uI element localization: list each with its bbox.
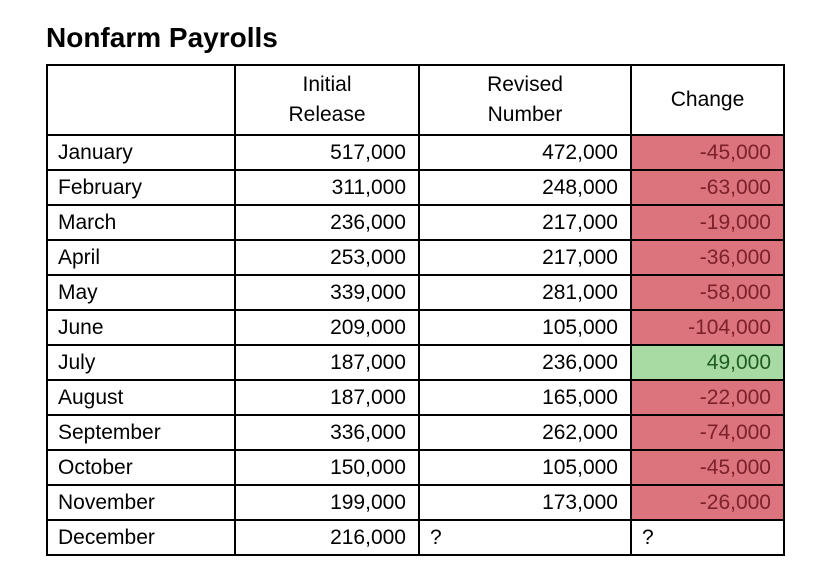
month-cell: March [46,204,236,241]
page-title: Nonfarm Payrolls [46,22,278,53]
initial-cell: 253,000 [234,239,420,276]
table-row: May 339,000 281,000 -58,000 [46,274,785,311]
change-cell: -58,000 [630,274,785,311]
initial-cell: 150,000 [234,449,420,486]
table-row: March 236,000 217,000 -19,000 [46,204,785,241]
initial-cell: 187,000 [234,379,420,416]
revised-cell: 105,000 [418,309,632,346]
change-cell: -36,000 [630,239,785,276]
table-row: October 150,000 105,000 -45,000 [46,449,785,486]
revised-cell: 262,000 [418,414,632,451]
initial-cell: 336,000 [234,414,420,451]
revised-cell: 217,000 [418,204,632,241]
header-revised-number: Revised Number [418,64,632,136]
revised-cell: 472,000 [418,134,632,171]
revised-cell: 281,000 [418,274,632,311]
month-cell: August [46,379,236,416]
month-cell: December [46,519,236,556]
initial-cell: 311,000 [234,169,420,206]
initial-cell: 216,000 [234,519,420,556]
change-cell: -19,000 [630,204,785,241]
initial-cell: 209,000 [234,309,420,346]
month-cell: May [46,274,236,311]
month-cell: September [46,414,236,451]
revised-cell: 248,000 [418,169,632,206]
initial-cell: 339,000 [234,274,420,311]
initial-cell: 517,000 [234,134,420,171]
table-row: September 336,000 262,000 -74,000 [46,414,785,451]
revised-cell: 165,000 [418,379,632,416]
table-row: January 517,000 472,000 -45,000 [46,134,785,171]
table-row: June 209,000 105,000 -104,000 [46,309,785,346]
revised-cell: 105,000 [418,449,632,486]
table-row: July 187,000 236,000 49,000 [46,344,785,381]
change-cell: -26,000 [630,484,785,521]
change-cell: -22,000 [630,379,785,416]
table-row: December 216,000 ? ? [46,519,785,556]
initial-cell: 187,000 [234,344,420,381]
change-cell: -45,000 [630,134,785,171]
table-row: February 311,000 248,000 -63,000 [46,169,785,206]
revised-cell: 173,000 [418,484,632,521]
change-cell: ? [630,519,785,556]
table-row: November 199,000 173,000 -26,000 [46,484,785,521]
initial-cell: 199,000 [234,484,420,521]
change-cell: -63,000 [630,169,785,206]
change-cell: -104,000 [630,309,785,346]
revised-cell: 217,000 [418,239,632,276]
month-cell: April [46,239,236,276]
header-row: Initial Release Revised Number Change [46,64,785,136]
header-change: Change [630,64,785,136]
change-cell: 49,000 [630,344,785,381]
header-initial-release: Initial Release [234,64,420,136]
payrolls-table: Initial Release Revised Number Change Ja… [46,64,785,556]
month-cell: February [46,169,236,206]
revised-cell: ? [418,519,632,556]
header-month [46,64,236,136]
initial-cell: 236,000 [234,204,420,241]
change-cell: -74,000 [630,414,785,451]
revised-cell: 236,000 [418,344,632,381]
month-cell: January [46,134,236,171]
table-row: August 187,000 165,000 -22,000 [46,379,785,416]
month-cell: November [46,484,236,521]
table-row: April 253,000 217,000 -36,000 [46,239,785,276]
change-cell: -45,000 [630,449,785,486]
month-cell: July [46,344,236,381]
month-cell: June [46,309,236,346]
month-cell: October [46,449,236,486]
